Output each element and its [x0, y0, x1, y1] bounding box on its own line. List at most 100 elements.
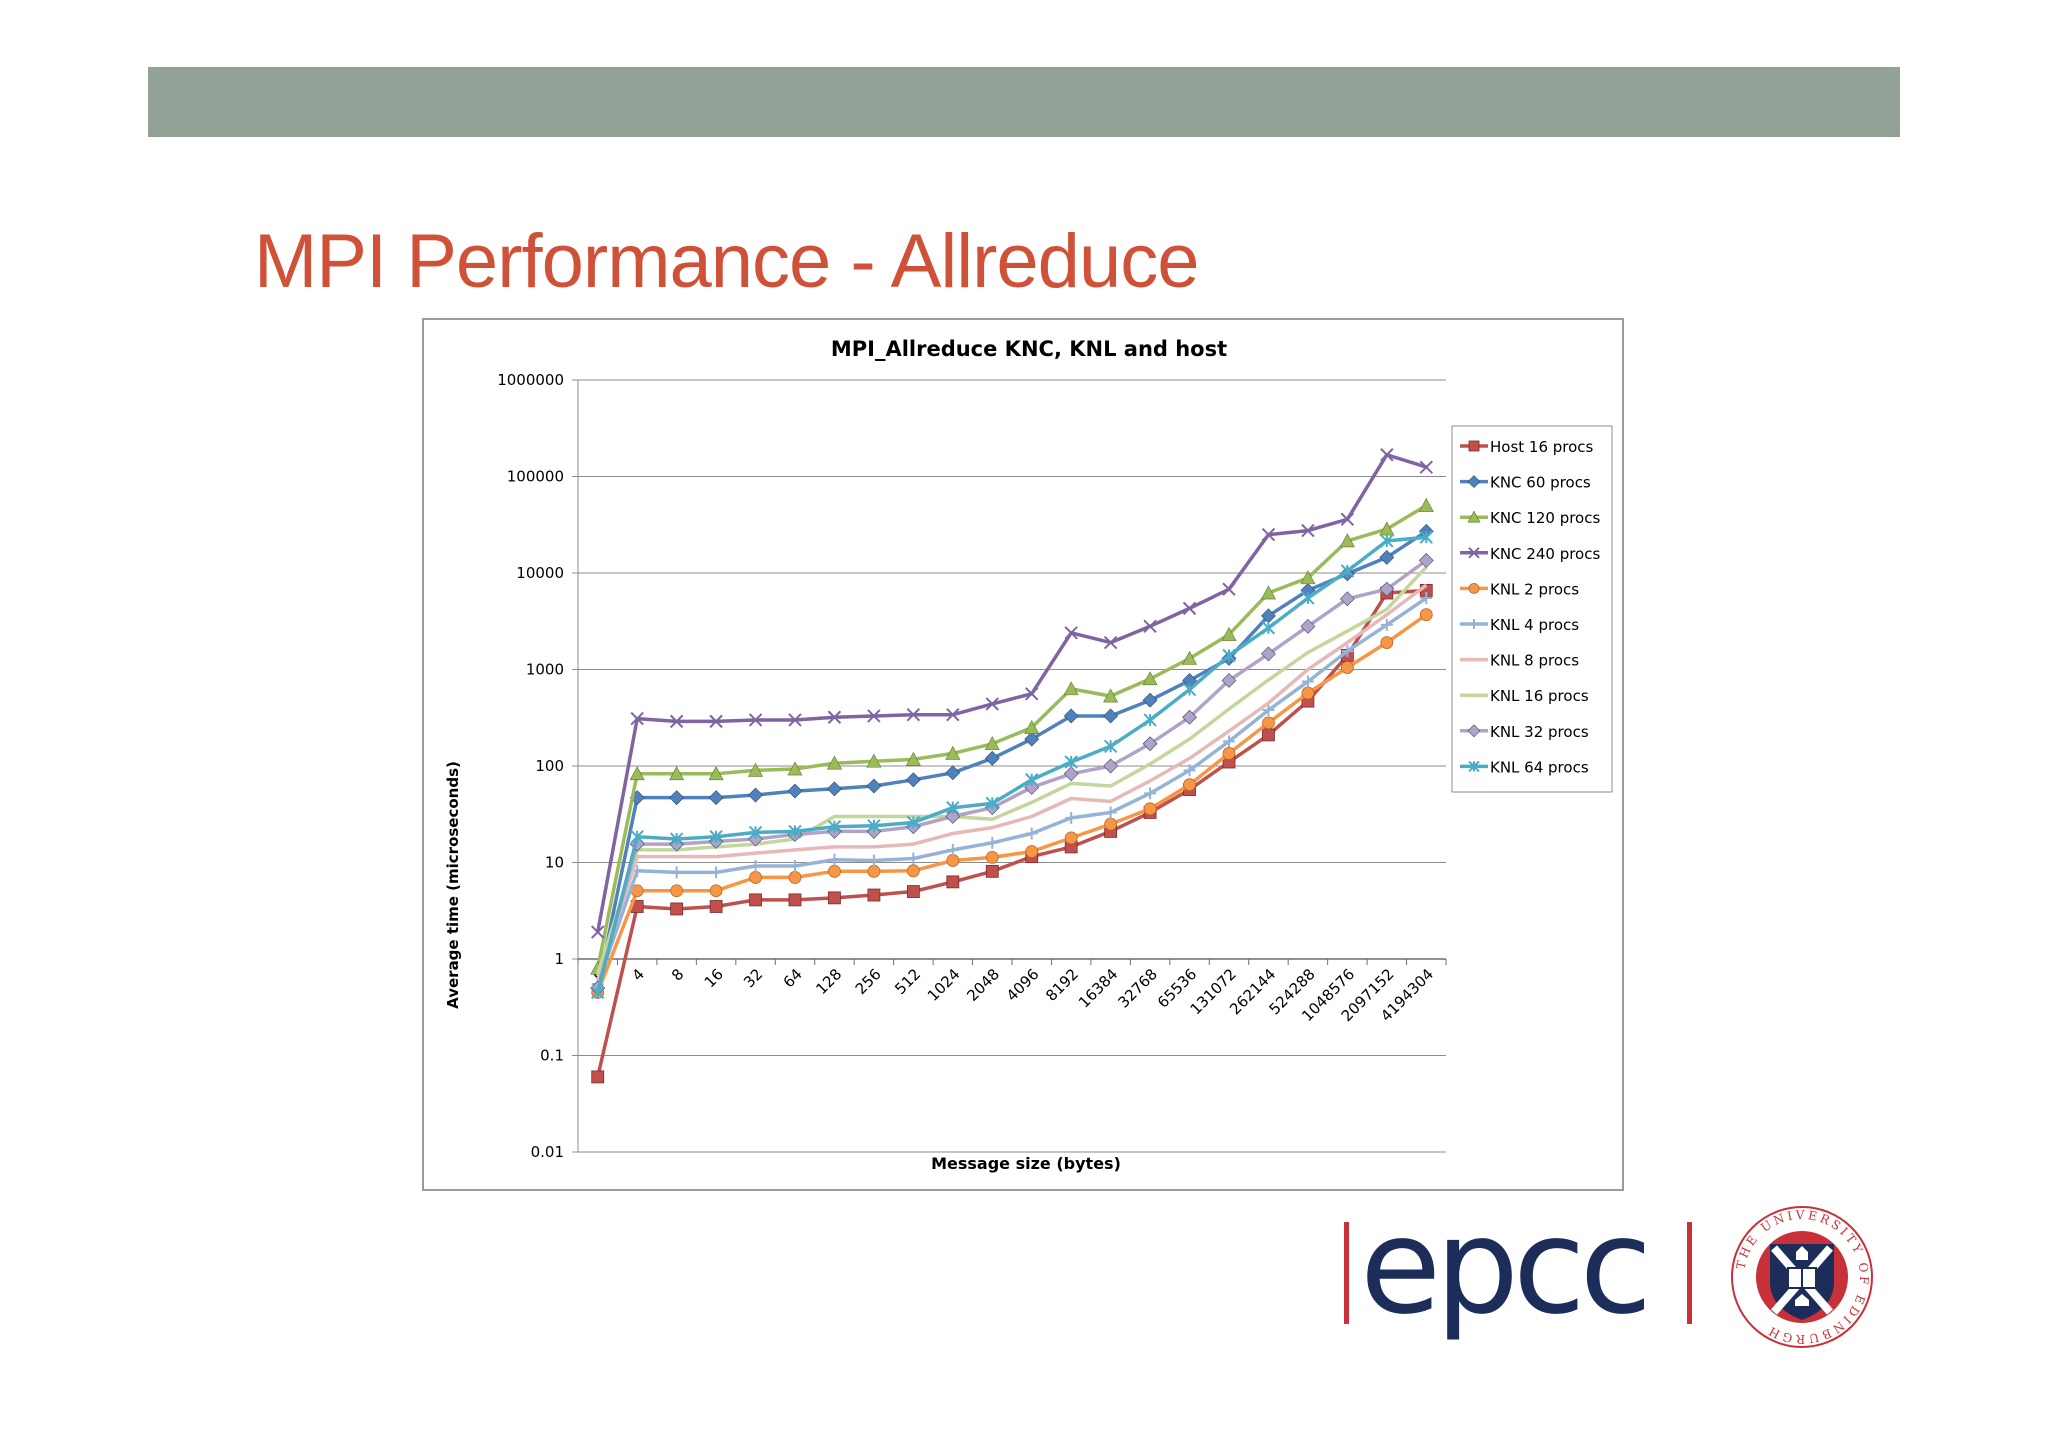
- data-point: [591, 985, 605, 1000]
- data-point: [788, 713, 802, 727]
- data-point: [1261, 646, 1276, 662]
- data-point: [1182, 650, 1198, 665]
- data-point: [1104, 817, 1118, 831]
- data-point: [867, 854, 880, 867]
- series-knl-2-procs: [591, 608, 1433, 999]
- data-point: [1301, 523, 1315, 538]
- data-point: [749, 893, 762, 907]
- legend-item: KNC 120 procs: [1460, 509, 1600, 527]
- data-point: [1419, 608, 1433, 622]
- chart-title: MPI_Allreduce KNC, KNL and host: [831, 337, 1227, 361]
- y-tick-label: 10000: [516, 564, 564, 582]
- y-tick-label: 100: [535, 757, 564, 775]
- legend-item: KNL 8 procs: [1460, 652, 1579, 670]
- data-point: [787, 783, 803, 799]
- data-point: [867, 864, 881, 878]
- data-point: [945, 745, 961, 760]
- data-point: [907, 852, 920, 865]
- data-point: [866, 778, 882, 794]
- data-point: [1182, 709, 1197, 725]
- legend-item: KNL 64 procs: [1460, 758, 1589, 776]
- data-point: [906, 708, 921, 722]
- data-point: [1301, 675, 1314, 688]
- data-point: [630, 711, 644, 726]
- data-point: [1379, 550, 1395, 565]
- data-point: [828, 853, 841, 866]
- data-point: [867, 819, 881, 833]
- epcc-right-bar: [1687, 1222, 1692, 1324]
- data-point: [905, 772, 921, 788]
- data-point: [1064, 626, 1078, 640]
- data-point: [946, 708, 960, 722]
- y-tick-label: 100000: [507, 468, 564, 486]
- legend-label: KNL 2 procs: [1490, 580, 1579, 598]
- data-point: [1262, 716, 1275, 730]
- series-line: [596, 535, 1427, 993]
- data-point: [1418, 497, 1434, 512]
- data-point: [828, 864, 841, 878]
- legend-label: KNC 240 procs: [1490, 545, 1600, 563]
- series-knl-16-procs: [596, 565, 1428, 975]
- data-point: [710, 866, 723, 879]
- data-point: [1143, 619, 1157, 634]
- legend-label: KNC 120 procs: [1490, 509, 1600, 527]
- data-point: [788, 871, 802, 884]
- series-line: [595, 588, 1427, 1078]
- data-point: [946, 875, 960, 889]
- legend-marker: [1468, 760, 1480, 773]
- data-point: [669, 790, 685, 806]
- data-point: [1143, 802, 1157, 816]
- data-point: [1143, 713, 1157, 727]
- x-tick-label: 16: [701, 965, 727, 991]
- data-point: [1103, 708, 1119, 724]
- legend-item: KNC 240 procs: [1460, 545, 1600, 563]
- data-point: [708, 766, 724, 781]
- series-host-16-procs: [591, 584, 1433, 1084]
- data-point: [709, 830, 723, 844]
- legend-marker: [1469, 619, 1479, 629]
- series-group: [590, 448, 1434, 1084]
- data-point: [1063, 681, 1079, 696]
- series-line: [596, 583, 1428, 981]
- legend-label: KNL 32 procs: [1490, 723, 1589, 741]
- data-point: [1300, 570, 1316, 585]
- data-point: [828, 891, 841, 905]
- data-point: [1262, 728, 1275, 742]
- data-point: [984, 736, 1000, 751]
- legend-item: KNL 32 procs: [1460, 723, 1589, 741]
- data-point: [985, 697, 999, 711]
- data-point: [1301, 591, 1315, 605]
- x-tick-label: 4: [629, 965, 648, 984]
- data-point: [670, 884, 684, 898]
- series-line: [595, 453, 1427, 933]
- y-tick-label: 1: [554, 950, 564, 968]
- data-point: [1341, 645, 1354, 658]
- grid-lines: [578, 379, 1446, 1153]
- data-point: [1144, 787, 1157, 800]
- data-point: [1379, 581, 1395, 597]
- data-point: [709, 884, 723, 898]
- data-point: [1063, 766, 1079, 782]
- data-point: [946, 843, 959, 856]
- data-point: [629, 766, 645, 781]
- data-point: [708, 790, 724, 806]
- data-point: [1183, 764, 1196, 777]
- logo-area: epcc THE UNIVERSITY OF EDINBURGH: [1340, 1190, 1900, 1360]
- x-tick-label: 2048: [963, 965, 1003, 1005]
- data-point: [1064, 831, 1078, 845]
- data-point: [1380, 448, 1394, 462]
- legend-marker: [1468, 440, 1480, 452]
- data-point: [670, 902, 684, 916]
- data-point: [1063, 708, 1079, 724]
- data-point: [748, 762, 764, 777]
- data-point: [1222, 582, 1236, 596]
- data-point: [1261, 621, 1276, 635]
- data-point: [1103, 739, 1118, 754]
- data-point: [1420, 592, 1433, 605]
- data-point: [945, 765, 961, 781]
- data-point: [1104, 806, 1117, 819]
- data-point: [788, 824, 802, 839]
- data-point: [906, 864, 920, 878]
- legend-label: Host 16 procs: [1490, 438, 1594, 456]
- logos-svg: epcc THE UNIVERSITY OF EDINBURGH: [1344, 1190, 1873, 1348]
